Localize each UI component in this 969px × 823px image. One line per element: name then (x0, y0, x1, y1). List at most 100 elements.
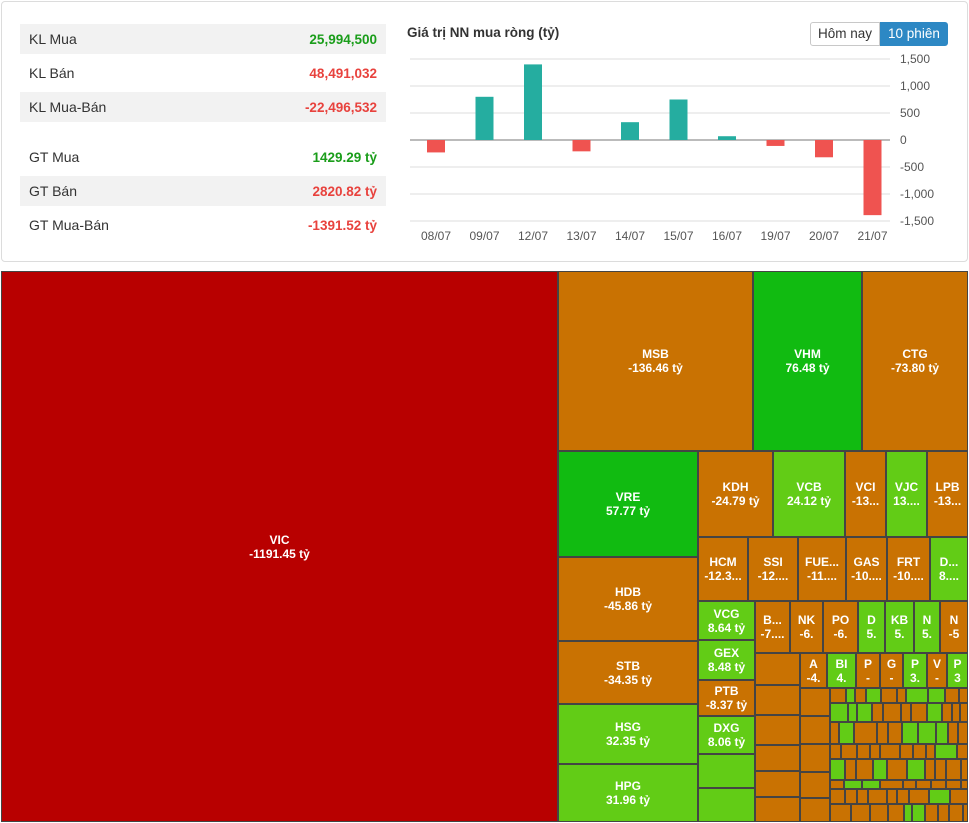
treemap-cell-v[interactable]: V- (927, 653, 947, 688)
treemap-cell-hpg[interactable]: HPG 31.96 tỷ (558, 764, 698, 822)
treemap-cell-small[interactable] (868, 789, 887, 804)
treemap-cell-p[interactable]: P 3. (903, 653, 927, 688)
treemap-cell-fue[interactable]: FUE... -11.... (798, 537, 846, 601)
treemap-cell-stb[interactable]: STB -34.35 tỷ (558, 641, 698, 704)
treemap-cell-small[interactable] (897, 789, 909, 804)
treemap-cell-n[interactable]: N -5 (940, 601, 968, 653)
treemap-cell-small[interactable] (916, 780, 931, 789)
treemap-cell-small[interactable] (800, 798, 830, 822)
treemap-cell-hsg[interactable]: HSG 32.35 tỷ (558, 704, 698, 764)
treemap-cell-small[interactable] (887, 759, 907, 780)
treemap-cell-vci[interactable]: VCI -13... (845, 451, 886, 537)
treemap-cell-a[interactable]: A -4. (800, 653, 827, 688)
treemap-cell-b[interactable]: B... -7.... (755, 601, 790, 653)
treemap-cell-small[interactable] (881, 688, 897, 703)
ten-sessions-button[interactable]: 10 phiên (880, 22, 948, 46)
treemap-cell-small[interactable] (960, 703, 968, 722)
treemap-cell-small[interactable] (928, 688, 945, 703)
treemap-cell-small[interactable] (952, 703, 960, 722)
treemap-cell-vhm[interactable]: VHM 76.48 tỷ (753, 271, 862, 451)
treemap-cell-small[interactable] (800, 688, 830, 716)
treemap-cell-small[interactable] (872, 703, 883, 722)
treemap-cell-po[interactable]: PO -6. (823, 601, 858, 653)
treemap-cell-small[interactable] (880, 744, 900, 759)
treemap-cell-small[interactable] (883, 703, 901, 722)
treemap-cell-small[interactable] (839, 722, 854, 744)
treemap-cell-small[interactable] (888, 804, 904, 822)
treemap-cell-small[interactable] (857, 789, 868, 804)
treemap-cell-small[interactable] (877, 722, 888, 744)
treemap-cell-small[interactable] (935, 759, 946, 780)
treemap-cell-msb[interactable]: MSB -136.46 tỷ (558, 271, 753, 451)
treemap-cell-small[interactable] (873, 759, 887, 780)
treemap-cell-small[interactable] (851, 804, 870, 822)
treemap-cell-small[interactable] (950, 789, 968, 804)
treemap-cell-small[interactable] (855, 688, 866, 703)
treemap-cell-small[interactable] (949, 804, 963, 822)
treemap-cell-small[interactable] (918, 722, 936, 744)
treemap-cell-gas[interactable]: GAS -10.... (846, 537, 887, 601)
treemap-cell-small[interactable] (929, 789, 950, 804)
treemap-cell-small[interactable] (957, 744, 968, 759)
treemap-cell-small[interactable] (830, 780, 844, 789)
treemap-cell-small[interactable] (913, 744, 926, 759)
treemap-cell-small[interactable] (903, 780, 916, 789)
treemap-cell-small[interactable] (830, 789, 845, 804)
treemap-cell-small[interactable] (935, 744, 957, 759)
treemap-cell-hcm[interactable]: HCM -12.3... (698, 537, 748, 601)
treemap-cell-small[interactable] (927, 703, 942, 722)
treemap-cell-frt[interactable]: FRT -10.... (887, 537, 930, 601)
treemap-cell-small[interactable] (911, 703, 927, 722)
treemap-cell-vjc[interactable]: VJC 13.... (886, 451, 927, 537)
treemap-cell-small[interactable] (848, 703, 857, 722)
treemap-cell-small[interactable] (862, 780, 880, 789)
treemap-cell-vcb[interactable]: VCB 24.12 tỷ (773, 451, 845, 537)
treemap-cell-small[interactable] (800, 744, 830, 772)
treemap-cell-small[interactable] (963, 804, 968, 822)
treemap-cell-small[interactable] (846, 688, 855, 703)
treemap-cell-small[interactable] (925, 759, 935, 780)
treemap-cell-small[interactable] (961, 780, 968, 789)
treemap-cell-small[interactable] (800, 716, 830, 744)
treemap-cell-small[interactable] (857, 744, 870, 759)
treemap-cell-small[interactable] (841, 744, 857, 759)
treemap-cell-p[interactable]: P- (856, 653, 880, 688)
treemap-cell-small[interactable] (901, 703, 911, 722)
treemap-cell-small[interactable] (845, 759, 856, 780)
treemap-cell-small[interactable] (958, 722, 968, 744)
treemap-cell-small[interactable] (854, 722, 877, 744)
treemap-cell-hdb[interactable]: HDB -45.86 tỷ (558, 557, 698, 641)
treemap-cell-small[interactable] (755, 797, 800, 822)
treemap-cell-small[interactable] (830, 688, 846, 703)
treemap-cell-vre[interactable]: VRE 57.77 tỷ (558, 451, 698, 557)
treemap-cell-small[interactable] (755, 685, 800, 715)
treemap-cell-d[interactable]: D 5. (858, 601, 885, 653)
treemap-cell-small[interactable] (755, 745, 800, 771)
treemap-cell-small[interactable] (880, 780, 903, 789)
treemap-cell-dxg[interactable]: DXG 8.06 tỷ (698, 716, 755, 754)
treemap-cell-small[interactable] (830, 703, 848, 722)
treemap-cell-small[interactable] (698, 754, 755, 788)
treemap-cell-gex[interactable]: GEX 8.48 tỷ (698, 640, 755, 680)
treemap-cell-nk[interactable]: NK -6. (790, 601, 823, 653)
treemap-cell-small[interactable] (830, 759, 845, 780)
treemap-cell-bi[interactable]: BI 4. (827, 653, 856, 688)
treemap-cell-small[interactable] (856, 759, 873, 780)
treemap-cell-small[interactable] (830, 744, 841, 759)
treemap-cell-small[interactable] (906, 688, 928, 703)
treemap-cell-d[interactable]: D... 8.... (930, 537, 968, 601)
treemap-cell-small[interactable] (946, 759, 961, 780)
treemap-cell-small[interactable] (938, 804, 949, 822)
treemap-cell-small[interactable] (866, 688, 881, 703)
treemap-cell-kdh[interactable]: KDH -24.79 tỷ (698, 451, 773, 537)
treemap-cell-small[interactable] (887, 789, 897, 804)
treemap-cell-g[interactable]: G- (880, 653, 903, 688)
treemap-cell-small[interactable] (830, 722, 839, 744)
treemap-cell-small[interactable] (698, 788, 755, 822)
treemap-cell-lpb[interactable]: LPB -13... (927, 451, 968, 537)
treemap-cell-small[interactable] (755, 653, 800, 685)
treemap-cell-small[interactable] (925, 804, 938, 822)
treemap-cell-small[interactable] (942, 703, 952, 722)
treemap-cell-small[interactable] (904, 804, 912, 822)
